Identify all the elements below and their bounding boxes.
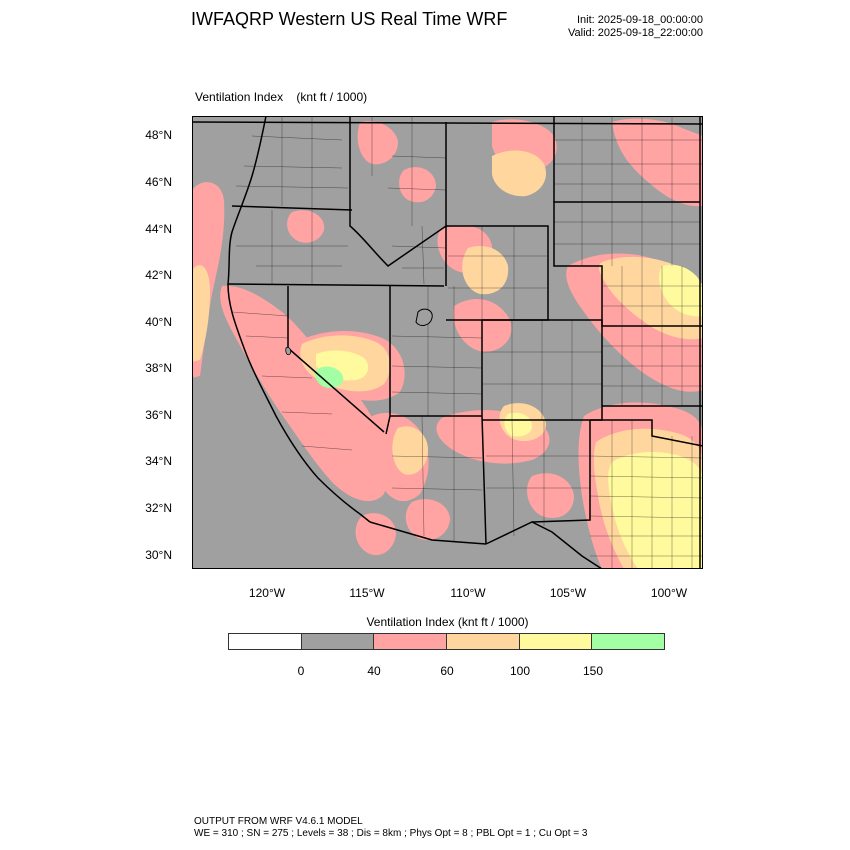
field-name: Ventilation Index <box>195 90 284 104</box>
lat-label-46: 46°N <box>145 175 172 189</box>
county-boundaries <box>231 116 703 569</box>
lat-label-48: 48°N <box>145 128 172 142</box>
great-salt-lake <box>415 308 433 326</box>
valid-time: Valid: 2025-09-18_22:00:00 <box>568 27 703 39</box>
colorbar-tick-100: 100 <box>509 664 531 678</box>
lat-label-30: 30°N <box>145 548 172 562</box>
lon-label-115: 115°W <box>349 586 385 600</box>
model-info: OUTPUT FROM WRF V4.6.1 MODEL WE = 310 ; … <box>194 816 587 840</box>
model-info-line2: WE = 310 ; SN = 275 ; Levels = 38 ; Dis … <box>194 828 588 839</box>
field-label: Ventilation Index (knt ft / 1000) <box>195 90 367 104</box>
init-time: Init: 2025-09-18_00:00:00 <box>577 14 703 26</box>
state-boundaries <box>192 116 703 569</box>
colorbar-segment-0-40 <box>301 634 375 649</box>
colorbar-tick-150: 150 <box>582 664 604 678</box>
run-times: Init: 2025-09-18_00:00:00 Valid: 2025-09… <box>568 14 703 40</box>
lat-label-40: 40°N <box>145 315 172 329</box>
colorbar-tick-0: 0 <box>297 664 305 678</box>
lon-label-120: 120°W <box>248 586 286 600</box>
lat-label-38: 38°N <box>145 361 172 375</box>
lon-label-100: 100°W <box>650 586 688 600</box>
lat-label-42: 42°N <box>145 268 172 282</box>
lon-label-110: 110°W <box>450 586 486 600</box>
lat-label-36: 36°N <box>145 408 172 422</box>
lat-label-34: 34°N <box>145 454 172 468</box>
colorbar-segment-gt150 <box>592 634 665 649</box>
lat-label-44: 44°N <box>145 222 172 236</box>
ventilation-index-map <box>192 116 703 569</box>
lon-label-105: 105°W <box>549 586 587 600</box>
model-info-line1: OUTPUT FROM WRF V4.6.1 MODEL <box>194 816 363 827</box>
lake-tahoe <box>285 347 292 356</box>
colorbar <box>228 633 665 650</box>
fill-gt-150 <box>314 366 344 388</box>
lat-label-32: 32°N <box>145 501 172 515</box>
colorbar-title: Ventilation Index (knt ft / 1000) <box>366 615 529 629</box>
colorbar-tick-40: 40 <box>367 664 381 678</box>
colorbar-segment-40-60 <box>374 634 448 649</box>
colorbar-segment-lt0 <box>229 634 302 649</box>
colorbar-segment-100-150 <box>519 634 593 649</box>
colorbar-tick-60: 60 <box>440 664 454 678</box>
plot-title: IWFAQRP Western US Real Time WRF <box>191 9 508 29</box>
field-units: (knt ft / 1000) <box>296 90 368 104</box>
map-frame <box>192 116 703 569</box>
colorbar-segment-60-100 <box>447 634 520 649</box>
